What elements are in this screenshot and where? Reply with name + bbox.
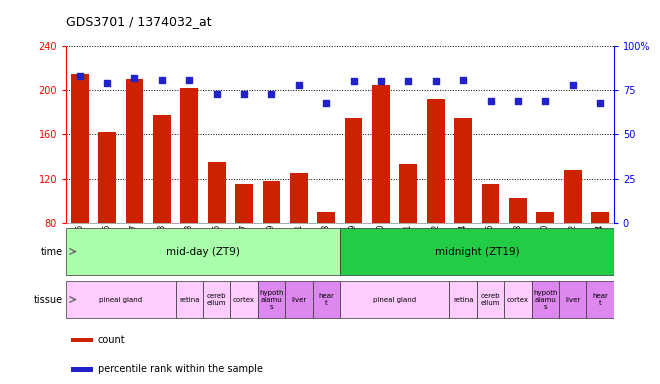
Bar [509,199,527,223]
Bar [71,338,94,342]
Point [184,76,195,83]
Bar [176,281,203,318]
Point [376,78,386,84]
Text: hear
t: hear t [592,293,608,306]
Point [239,91,249,97]
Bar [345,118,362,223]
Bar [372,85,390,223]
Bar [477,281,504,318]
Point [595,99,605,106]
Point [75,73,85,79]
Bar [591,212,609,223]
Text: retina: retina [179,296,199,303]
Bar [125,79,143,223]
Bar [203,281,230,318]
Bar [504,281,532,318]
Text: hypoth
alamu
s: hypoth alamu s [533,290,558,310]
Text: cortex: cortex [507,296,529,303]
Text: cereb
ellum: cereb ellum [480,293,500,306]
Bar [66,281,176,318]
Bar [66,228,340,275]
Text: cortex: cortex [233,296,255,303]
Bar [537,212,554,223]
Bar [230,281,257,318]
Point [430,78,441,84]
Bar [449,281,477,318]
Text: percentile rank within the sample: percentile rank within the sample [98,364,263,374]
Point [129,75,140,81]
Point [156,76,167,83]
Bar [317,212,335,223]
Bar [208,162,226,223]
Bar [290,173,308,223]
Point [513,98,523,104]
Bar [235,184,253,223]
Text: pineal gland: pineal gland [99,296,143,303]
Bar [587,281,614,318]
Text: cereb
ellum: cereb ellum [207,293,226,306]
Text: mid-day (ZT9): mid-day (ZT9) [166,247,240,257]
Bar [482,184,500,223]
Text: midnight (ZT19): midnight (ZT19) [434,247,519,257]
Point [485,98,496,104]
Text: hypoth
alamu
s: hypoth alamu s [259,290,284,310]
Text: GDS3701 / 1374032_at: GDS3701 / 1374032_at [66,15,212,28]
Point [211,91,222,97]
Bar [532,281,559,318]
Point [403,78,414,84]
Bar [71,367,94,372]
Bar [313,281,340,318]
Bar [427,99,445,223]
Bar [285,281,313,318]
Bar [340,281,449,318]
Text: liver: liver [565,296,580,303]
Bar [180,88,198,223]
Bar [263,181,280,223]
Bar [153,114,171,223]
Point [294,82,304,88]
Point [540,98,550,104]
Point [348,78,359,84]
Bar [559,281,587,318]
Point [102,80,112,86]
Point [321,99,331,106]
Text: count: count [98,335,125,345]
Text: hear
t: hear t [318,293,334,306]
Text: retina: retina [453,296,473,303]
Point [568,82,578,88]
Bar [340,228,614,275]
Bar [98,132,116,223]
Bar [399,164,417,223]
Text: pineal gland: pineal gland [373,296,416,303]
Point [266,91,277,97]
Text: liver: liver [291,296,306,303]
Bar [454,118,472,223]
Text: tissue: tissue [34,295,63,305]
Text: time: time [40,247,63,257]
Bar [564,170,581,223]
Bar [257,281,285,318]
Point [458,76,469,83]
Bar [71,74,88,223]
